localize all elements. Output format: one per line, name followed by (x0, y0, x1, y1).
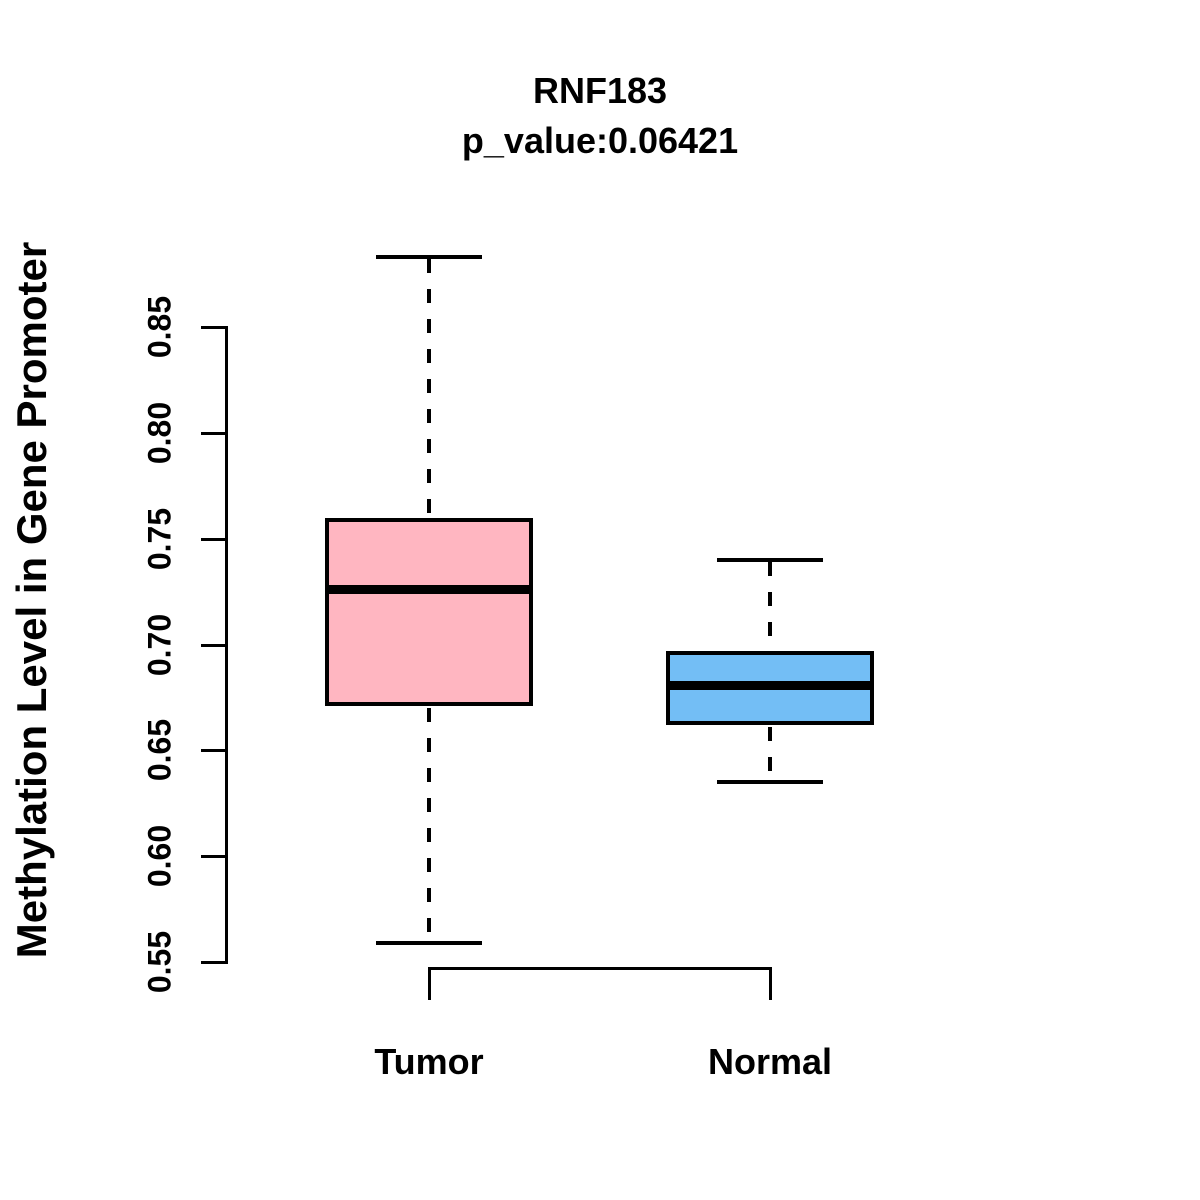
lower-whisker-line (768, 726, 772, 781)
upper-whisker-line (427, 259, 431, 518)
y-axis-tick (201, 749, 225, 753)
y-axis-tick (201, 961, 225, 964)
y-tick-label: 0.55 (141, 930, 178, 994)
upper-whisker-cap (717, 557, 823, 562)
chart-title: RNF183 (532, 70, 668, 111)
median-line (666, 680, 874, 690)
y-axis-line (225, 326, 228, 964)
lower-whisker-cap (376, 940, 482, 945)
y-tick-label: 0.65 (141, 719, 178, 782)
x-axis-line (428, 967, 772, 970)
y-axis-tick (201, 326, 225, 329)
y-axis-title: Methylation Level in Gene Promoter (8, 241, 55, 959)
box-tumor (325, 517, 533, 706)
lower-whisker-line (427, 707, 431, 941)
upper-whisker-line (768, 561, 772, 651)
y-axis-tick (201, 643, 225, 647)
chart-subtitle: p_value:0.06421 (461, 120, 739, 161)
y-axis-tick (201, 431, 225, 435)
x-category-label-normal: Normal (707, 1041, 833, 1082)
x-axis-tick-normal (769, 969, 772, 1000)
median-line (325, 585, 533, 595)
chart-title-block: RNF183 p_value:0.06421 (462, 66, 738, 166)
y-tick-label: 0.85 (141, 295, 178, 359)
x-category-label-tumor: Tumor (374, 1041, 484, 1082)
x-axis-tick-tumor (428, 969, 431, 1000)
y-axis-tick (201, 855, 225, 859)
y-axis-tick (201, 537, 225, 541)
y-tick-label: 0.60 (141, 825, 178, 888)
lower-whisker-cap (717, 780, 823, 785)
y-tick-label: 0.80 (141, 401, 178, 464)
y-tick-label: 0.70 (141, 613, 178, 676)
upper-whisker-cap (376, 255, 482, 260)
y-tick-label: 0.75 (141, 507, 178, 570)
